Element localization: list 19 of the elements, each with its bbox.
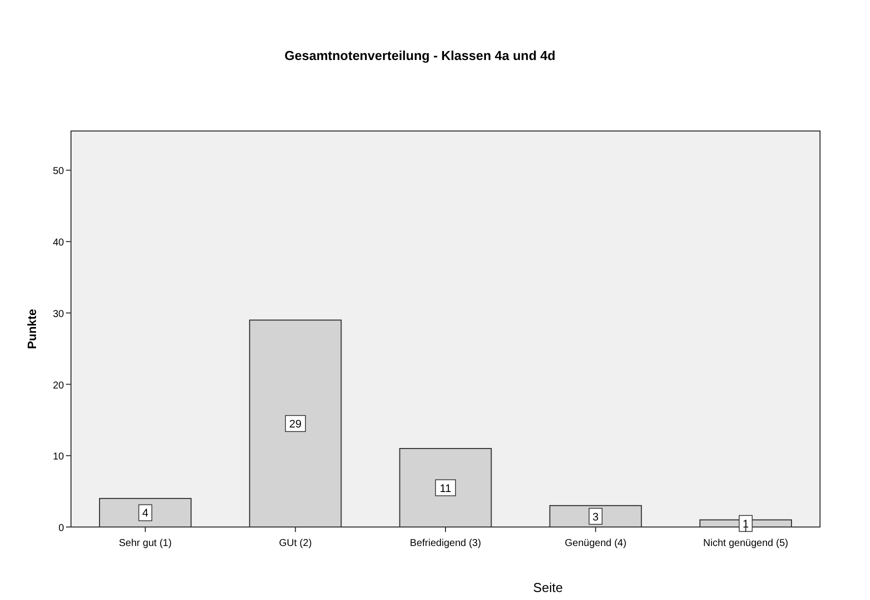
y-tick-label: 30 [52,308,64,320]
data-label: 1 [742,518,749,530]
y-tick-label: 10 [52,452,64,463]
data-label: 29 [289,418,302,431]
x-tick-label: GUt (2) [279,538,312,549]
y-tick-label: 50 [52,166,64,178]
x-tick-label: Sehr gut (1) [118,538,172,549]
data-label: 11 [440,482,452,495]
y-tick-label: 20 [52,380,64,392]
x-axis-title: Seite [533,580,563,595]
y-axis-title: Punkte [25,308,39,350]
x-tick-label: Genügend (4) [564,538,626,549]
x-tick-label: Befriedigend (3) [410,538,482,549]
x-tick-label: Nicht genügend (5) [703,538,788,549]
y-tick-label: 0 [58,523,64,534]
data-label: 4 [142,508,148,520]
chart-title: Gesamtnotenverteilung - Klassen 4a und 4d [284,48,556,63]
y-tick-label: 40 [52,238,64,249]
data-label: 3 [592,511,599,524]
